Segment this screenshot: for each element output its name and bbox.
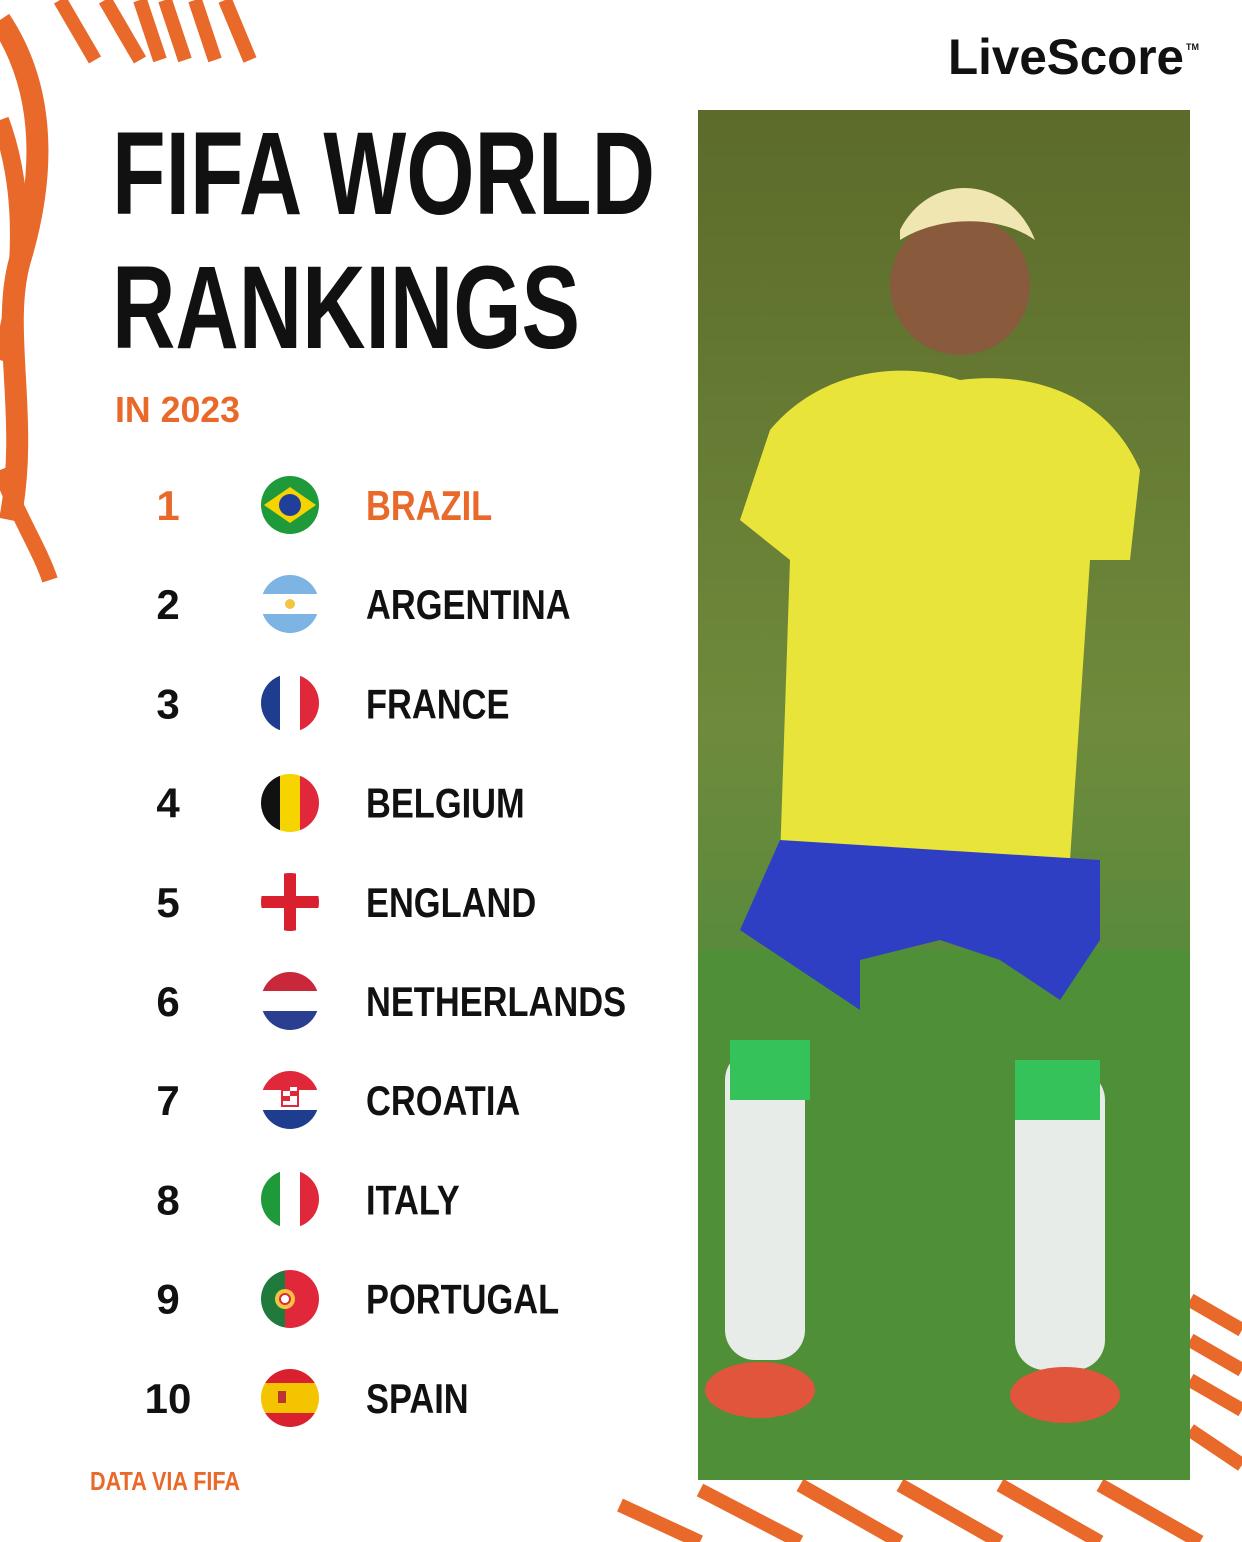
ranking-row: 9 PORTUGAL — [156, 1276, 559, 1324]
flag — [261, 873, 319, 931]
rank: 3 — [156, 680, 179, 727]
country: NETHERLANDS — [366, 979, 626, 1026]
ranking-row: 4 BELGIUM — [156, 780, 524, 828]
player-photo — [698, 110, 1190, 1480]
rank: 5 — [156, 879, 179, 926]
country: ARGENTINA — [366, 582, 571, 629]
title-line: FIFA WORLD — [112, 108, 655, 240]
flag — [261, 1170, 319, 1228]
rank: 6 — [156, 978, 179, 1025]
flag — [261, 476, 319, 534]
flag — [261, 1071, 319, 1129]
country: ENGLAND — [366, 880, 536, 927]
flag — [261, 575, 319, 633]
ranking-row: 3 FRANCE — [156, 680, 509, 728]
flag — [261, 774, 319, 832]
brand-logo: LiveScore — [948, 29, 1184, 85]
rank: 9 — [156, 1276, 179, 1323]
rank: 2 — [156, 581, 179, 628]
ranking-row: 1 BRAZIL — [156, 482, 492, 530]
rankings-list: 1 BRAZIL 2 ARGENTINA 3 FRANCE 4 BELGIUM 5 ENGLAND… — [145, 482, 626, 1423]
rank: 1 — [156, 482, 179, 529]
country: BRAZIL — [366, 483, 492, 530]
ranking-row: 6 NETHERLANDS — [156, 978, 626, 1026]
flag — [261, 972, 319, 1030]
ranking-row: 5 ENGLAND — [156, 879, 536, 927]
ranking-row: 8 ITALY — [156, 1176, 459, 1224]
rank: 8 — [156, 1176, 179, 1223]
country: SPAIN — [366, 1376, 469, 1423]
country: PORTUGAL — [366, 1276, 559, 1323]
ranking-row: 2 ARGENTINA — [156, 581, 570, 629]
flag — [261, 1270, 319, 1328]
rank: 10 — [145, 1375, 192, 1422]
country: ITALY — [366, 1177, 460, 1224]
rank: 4 — [156, 780, 180, 827]
source-note: DATA VIA FIFA — [90, 1466, 240, 1496]
flag — [261, 674, 319, 732]
flag — [261, 1369, 319, 1427]
country: BELGIUM — [366, 780, 525, 827]
subtitle: IN 2023 — [115, 389, 240, 430]
ranking-row: 7 CROATIA — [156, 1077, 520, 1125]
country: FRANCE — [366, 681, 509, 728]
country: CROATIA — [366, 1078, 520, 1125]
title-line: RANKINGS — [112, 242, 580, 374]
ranking-row: 10 SPAIN — [145, 1375, 469, 1423]
rank: 7 — [156, 1077, 179, 1124]
brand-mark: TM — [1186, 42, 1199, 52]
